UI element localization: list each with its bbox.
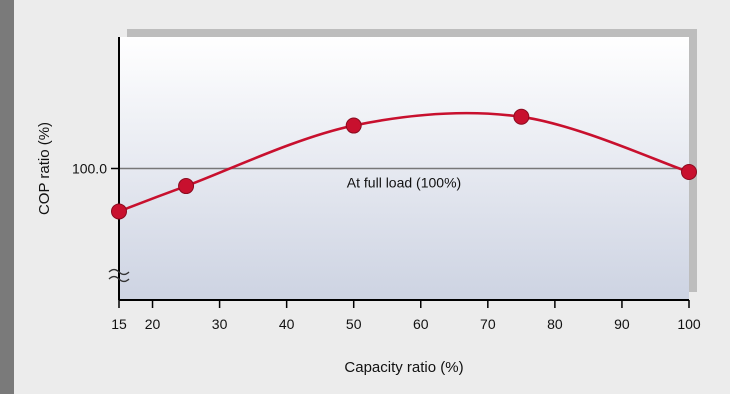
x-tick-label: 20	[145, 316, 161, 332]
data-point	[111, 203, 127, 220]
x-tick-label: 60	[413, 316, 429, 332]
x-tick-label: 15	[111, 316, 127, 332]
x-tick-label: 90	[614, 316, 630, 332]
axis-break-mark	[108, 268, 130, 276]
x-tick-label: 80	[547, 316, 563, 332]
y-axis-ticks: 100.0	[72, 161, 119, 177]
x-tick-label: 30	[212, 316, 228, 332]
y-axis-title: COP ratio (%)	[36, 122, 53, 215]
data-point	[681, 164, 697, 181]
reference-line-label: At full load (100%)	[347, 175, 461, 191]
plot-background	[119, 29, 697, 300]
x-tick-label: 40	[279, 316, 295, 332]
x-tick-label: 70	[480, 316, 496, 332]
x-axis-ticks: 15 20 30 40 50 60 70 80 90 100	[111, 300, 701, 332]
y-tick-label: 100.0	[72, 161, 107, 177]
x-axis-title: Capacity ratio (%)	[344, 359, 463, 376]
x-tick-label: 50	[346, 316, 362, 332]
data-point	[178, 178, 195, 195]
axis-break-mark	[108, 275, 130, 283]
data-point	[345, 117, 362, 134]
series-group	[111, 108, 697, 220]
x-tick-label: 100	[677, 316, 701, 332]
data-point	[513, 108, 530, 125]
left-border-band	[0, 0, 14, 394]
